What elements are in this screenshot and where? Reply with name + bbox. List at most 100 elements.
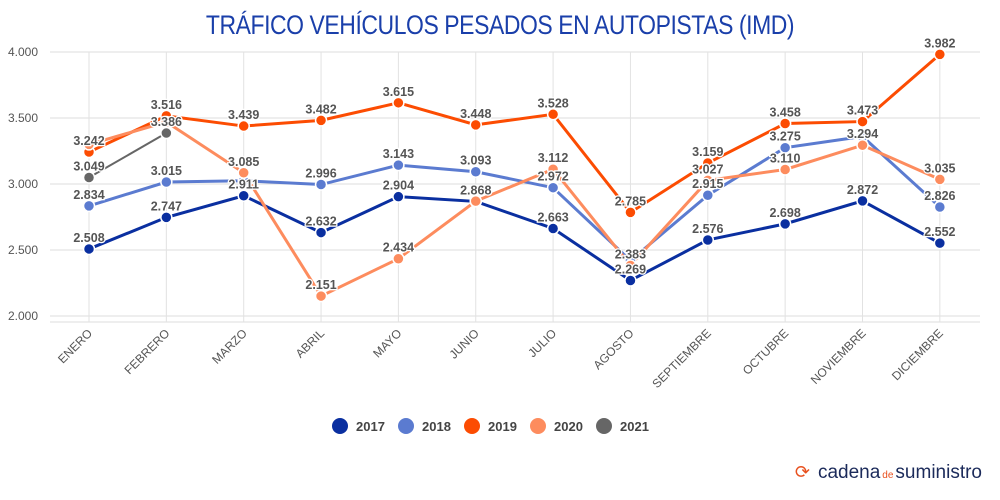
x-tick-label: NOVIEMBRE (808, 326, 869, 387)
data-label-2019: 3.516 (151, 98, 182, 112)
logo-refresh-icon: ⟳ (794, 462, 810, 482)
data-point-2020 (237, 166, 250, 180)
data-label-2017: 2.872 (847, 183, 878, 197)
data-point-2020 (82, 138, 96, 151)
x-tick-label: OCTUBRE (740, 326, 791, 377)
data-point-2018 (314, 178, 328, 191)
data-point-2021 (160, 126, 173, 140)
data-point-2017 (82, 242, 96, 256)
data-point-2017 (624, 274, 637, 287)
data-label-2020: 2.383 (615, 247, 646, 261)
data-label-2020: 3.085 (228, 155, 259, 169)
data-label-2017: 2.747 (151, 199, 182, 213)
data-label-2018: 3.143 (383, 147, 414, 161)
data-label-2018: 2.915 (692, 177, 723, 191)
data-label-2017: 2.698 (770, 206, 801, 220)
chart-title: TRÁFICO VEHÍCULOS PESADOS EN AUTOPISTAS … (205, 10, 795, 40)
data-label-2018: 2.996 (305, 167, 336, 181)
legend-label-2019: 2019 (488, 419, 517, 434)
data-point-2017 (701, 233, 715, 247)
data-label-2017: 2.576 (692, 222, 723, 236)
data-label-2019: 2.785 (615, 194, 646, 208)
x-tick-label: FEBRERO (122, 326, 173, 377)
data-label-2020: 3.027 (692, 162, 723, 176)
x-tick-label: ABRIL (293, 326, 328, 361)
series-line-2019 (88, 53, 941, 215)
data-label-2018: 3.093 (460, 154, 491, 168)
legend-label-2021: 2021 (620, 419, 649, 434)
data-point-2020 (701, 174, 715, 187)
data-point-2019 (624, 206, 637, 219)
data-point-2017 (237, 189, 250, 202)
legend-marker-2021 (596, 418, 612, 434)
x-tick-label: JULIO (525, 326, 559, 360)
data-point-2018 (469, 165, 482, 178)
x-tick-label: JUNIO (447, 326, 482, 361)
data-point-2017 (778, 217, 792, 231)
data-point-2019 (778, 117, 792, 130)
data-point-2019 (237, 119, 250, 133)
data-label-2017: 2.663 (537, 210, 568, 224)
data-point-2019 (933, 48, 947, 61)
y-tick-label: 2.500 (8, 243, 38, 257)
series-line-2017 (88, 194, 941, 283)
data-label-2020: 3.035 (924, 161, 955, 175)
data-point-2020 (856, 138, 869, 152)
data-point-2018 (778, 141, 792, 154)
data-point-2020 (469, 194, 482, 208)
data-label-2020: 3.112 (538, 151, 569, 165)
data-point-2020 (933, 173, 947, 186)
logo-text-2: de (882, 470, 894, 481)
data-point-2017 (160, 211, 173, 224)
data-point-2020 (624, 259, 637, 272)
logo: ⟳ cadena de suministro (795, 462, 982, 484)
data-label-2018: 2.826 (924, 189, 955, 203)
data-label-2019: 3.458 (770, 106, 801, 120)
data-label-2017: 2.508 (73, 231, 104, 245)
data-point-2019 (546, 108, 560, 121)
data-label-2017: 2.269 (615, 262, 646, 276)
series-line-2021 (88, 132, 167, 179)
data-label-2017: 2.904 (383, 179, 414, 193)
x-tick-label: MARZO (209, 326, 250, 367)
data-point-2019 (314, 114, 328, 127)
data-label-2019: 3.482 (305, 102, 336, 116)
legend-label-2020: 2020 (554, 419, 583, 434)
x-tick-label: SEPTIEMBRE (649, 326, 714, 391)
data-point-2018 (933, 200, 947, 214)
data-point-2019 (701, 156, 715, 170)
x-tick-label: ENERO (55, 326, 95, 366)
data-label-2020: 2.434 (383, 241, 414, 255)
data-label-2019: 3.615 (383, 85, 414, 99)
data-point-2018 (546, 181, 560, 194)
data-point-2017 (546, 222, 560, 235)
data-label-2017: 2.552 (924, 225, 955, 239)
data-point-2017 (933, 236, 947, 250)
data-point-2018 (392, 158, 405, 172)
data-label-2017: 2.632 (305, 215, 336, 229)
legend-marker-2018 (398, 418, 414, 434)
data-label-2020: 3.110 (770, 151, 801, 165)
legend-label-2017: 2017 (356, 419, 385, 434)
x-tick-label: AGOSTO (591, 326, 637, 372)
y-tick-label: 3.000 (8, 177, 38, 191)
y-tick-label: 2.000 (8, 309, 38, 323)
series-line-2020 (88, 120, 941, 299)
data-point-2020 (778, 163, 792, 176)
data-point-2018 (82, 199, 96, 213)
x-tick-label: DICIEMBRE (889, 326, 946, 383)
logo-text-3: suministro (895, 462, 982, 483)
data-label-2019: 3.982 (924, 36, 955, 50)
data-point-2019 (392, 96, 405, 110)
data-label-2021: 3.049 (73, 160, 104, 174)
y-tick-label: 3.500 (8, 111, 38, 125)
data-point-2018 (701, 188, 715, 202)
data-point-2019 (856, 115, 869, 128)
data-label-2017: 2.868 (460, 183, 491, 197)
legend-label-2018: 2018 (422, 419, 451, 434)
data-point-2020 (392, 252, 405, 265)
data-label-2018: 3.275 (770, 130, 801, 144)
data-label-2019: 3.448 (460, 107, 491, 121)
data-label-2019: 3.473 (847, 104, 878, 118)
